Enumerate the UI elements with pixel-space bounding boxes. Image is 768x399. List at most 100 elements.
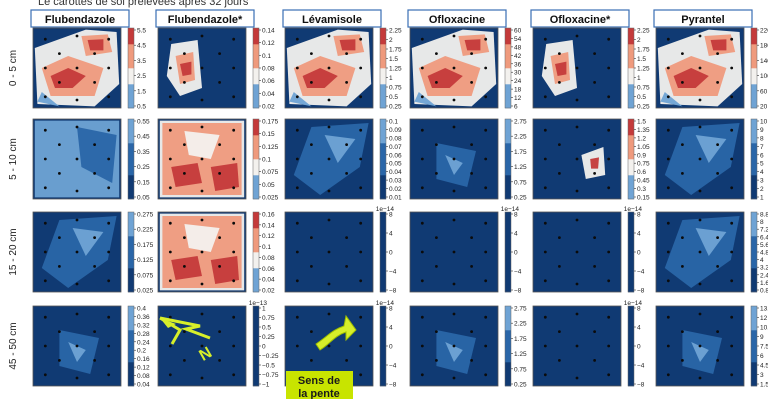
sample-point <box>435 265 438 268</box>
colorbar-segment <box>628 378 634 387</box>
sample-point <box>420 186 424 190</box>
sample-point <box>218 81 222 84</box>
contour-region <box>710 39 727 51</box>
sample-point <box>484 373 488 377</box>
sample-point <box>345 81 348 84</box>
colorbar-tick-label: 4 <box>760 257 764 264</box>
sample-point <box>200 376 204 380</box>
colorbar-segment <box>253 36 259 45</box>
colorbar-segment <box>628 236 634 245</box>
sample-point <box>232 157 236 161</box>
sample-point <box>698 344 702 348</box>
colorbar-segment <box>128 260 134 269</box>
sample-point <box>558 81 561 84</box>
colorbar-segment <box>128 28 134 37</box>
colorbar-tick-label: 0.275 <box>137 212 154 219</box>
colorbar-segment <box>253 60 259 69</box>
sample-point <box>168 66 172 70</box>
panel-frame <box>32 211 122 293</box>
colorbar-segment <box>505 228 511 237</box>
colorbar-tick-label: 0.75 <box>262 315 275 322</box>
sample-point <box>345 236 348 240</box>
contour-region <box>464 39 481 51</box>
colorbar-segment <box>505 322 511 331</box>
sample-point <box>435 52 438 55</box>
contour-region <box>660 92 683 107</box>
sample-point <box>359 250 363 254</box>
column-header: Flubendazole <box>45 14 115 26</box>
sample-point <box>698 157 702 161</box>
colorbar-tick-label: −8 <box>514 288 522 295</box>
sample-point <box>93 265 96 268</box>
sample-point <box>452 34 456 38</box>
sample-point <box>543 66 547 70</box>
sample-point <box>168 373 172 377</box>
sample-point <box>470 330 473 333</box>
colorbar-segment <box>128 244 134 253</box>
colorbar-segment <box>253 378 259 387</box>
sample-point <box>558 359 561 362</box>
colorbar-tick-label: 1.25 <box>514 351 527 358</box>
colorbar-segment <box>751 68 757 77</box>
colorbar-segment <box>751 284 757 293</box>
sample-point <box>435 236 438 240</box>
slope-label-line2: la pente <box>298 388 340 399</box>
sample-point <box>218 265 222 268</box>
sample-point <box>327 344 331 348</box>
row-label: 15 - 20 cm <box>8 228 19 275</box>
colorbar-segment <box>380 354 386 363</box>
sample-point <box>310 81 313 84</box>
colorbar-tick-label: 6 <box>760 152 764 159</box>
sample-point <box>183 143 186 147</box>
panel-frame <box>157 211 247 293</box>
colorbar-segment <box>751 159 757 168</box>
heatmap-panel: 0.01 0.020.03 0.040.05 0.060.07 0.080.090.1 <box>284 119 402 202</box>
sample-point <box>558 172 561 175</box>
colorbar-segment <box>628 68 634 77</box>
colorbar-segment <box>380 151 386 160</box>
colorbar-segment <box>253 92 259 101</box>
sample-point <box>218 52 222 55</box>
panel-frame <box>532 211 622 293</box>
sample-point <box>420 344 424 348</box>
colorbar-scale-offset: 1e−14 <box>501 206 520 213</box>
sample-point <box>593 172 596 175</box>
sample-point <box>295 279 299 283</box>
sample-point <box>420 221 424 225</box>
panel-frame <box>32 305 122 387</box>
colorbar-segment <box>505 252 511 261</box>
sample-point <box>107 157 111 161</box>
colorbar-segment <box>380 143 386 152</box>
colorbar-segment <box>505 151 511 160</box>
sample-point <box>666 95 670 99</box>
colorbar-segment <box>505 284 511 293</box>
contour-region <box>691 342 709 362</box>
colorbar-segment <box>253 84 259 93</box>
colorbar-tick-label: 48 <box>514 44 522 51</box>
colorbar-segment <box>505 354 511 363</box>
colorbar-segment <box>380 220 386 229</box>
contour-region <box>72 228 104 256</box>
colorbar-tick-label: 0.01 <box>389 195 402 202</box>
sample-point <box>470 265 473 268</box>
panel-frame <box>655 211 745 293</box>
colorbar-tick-label: 0.12 <box>262 40 275 47</box>
sample-point <box>543 157 547 161</box>
colorbar-frame <box>127 305 135 387</box>
colorbar-tick-label: −8 <box>389 382 397 389</box>
sample-point <box>484 66 488 70</box>
colorbar-segment <box>628 191 634 200</box>
sample-point <box>666 37 670 41</box>
colorbar-segment <box>628 167 634 176</box>
sample-point <box>698 66 702 70</box>
colorbar-tick-label: 5.5 <box>137 28 146 35</box>
colorbar-segment <box>253 330 259 339</box>
sample-point <box>295 95 299 99</box>
colorbar-segment <box>751 314 757 323</box>
colorbar-segment <box>751 175 757 184</box>
colorbar-tick-label: 9 <box>760 127 764 134</box>
colorbar-tick-label: 1.5 <box>637 56 646 63</box>
colorbar-frame <box>504 305 512 387</box>
sample-point <box>43 37 47 41</box>
colorbar-segment <box>505 84 511 93</box>
